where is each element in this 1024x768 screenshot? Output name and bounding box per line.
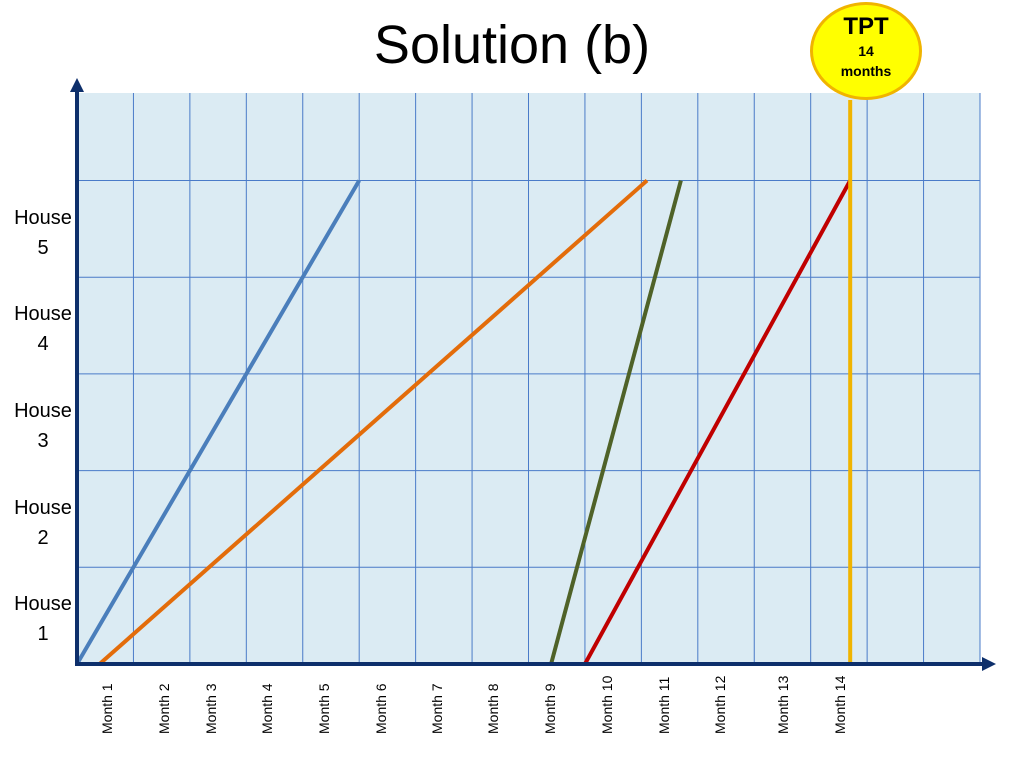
- series-line-2: [98, 179, 649, 666]
- x-tick-label: Month 7: [429, 683, 445, 734]
- x-tick-label: Month 3: [203, 683, 219, 734]
- tpt-badge: TPT 14 months: [810, 2, 922, 100]
- series-line-4: [583, 179, 852, 665]
- vertical-gridlines: [132, 93, 981, 664]
- tpt-badge-title: TPT: [843, 13, 889, 40]
- y-tick-label: House 2: [14, 496, 72, 549]
- chart-title: Solution (b): [373, 15, 651, 75]
- x-tick-label: Month 6: [373, 683, 389, 734]
- y-tick-label: House 5: [14, 206, 72, 259]
- x-tick-label: Month 1: [99, 683, 115, 734]
- tpt-badge-value: 14: [858, 43, 874, 59]
- series-line-3: [549, 179, 683, 665]
- series-lines: [75, 179, 852, 666]
- x-tick-label: Month 13: [775, 675, 791, 734]
- x-tick-label: Month 11: [656, 676, 672, 734]
- x-tick-label: Month 12: [712, 675, 728, 734]
- y-axis-arrow: [70, 78, 84, 92]
- horizontal-gridlines: [77, 180, 980, 568]
- axes: [70, 78, 996, 671]
- x-axis-arrow: [982, 657, 996, 671]
- x-tick-label: Month 5: [316, 683, 332, 734]
- y-tick-label: House 1: [14, 593, 72, 646]
- tpt-badge-unit: months: [840, 63, 892, 79]
- x-tick-label: Month 8: [485, 683, 501, 734]
- x-tick-label: Month 2: [156, 683, 172, 734]
- series-line-1: [75, 179, 361, 666]
- y-tick-label: House 3: [14, 399, 72, 452]
- x-tick-label: Month 9: [542, 683, 558, 734]
- x-tick-label: Month 4: [259, 683, 275, 734]
- x-tick-label: Month 10: [599, 675, 615, 734]
- y-tick-label: House 4: [14, 303, 72, 356]
- x-tick-label: Month 14: [832, 675, 848, 734]
